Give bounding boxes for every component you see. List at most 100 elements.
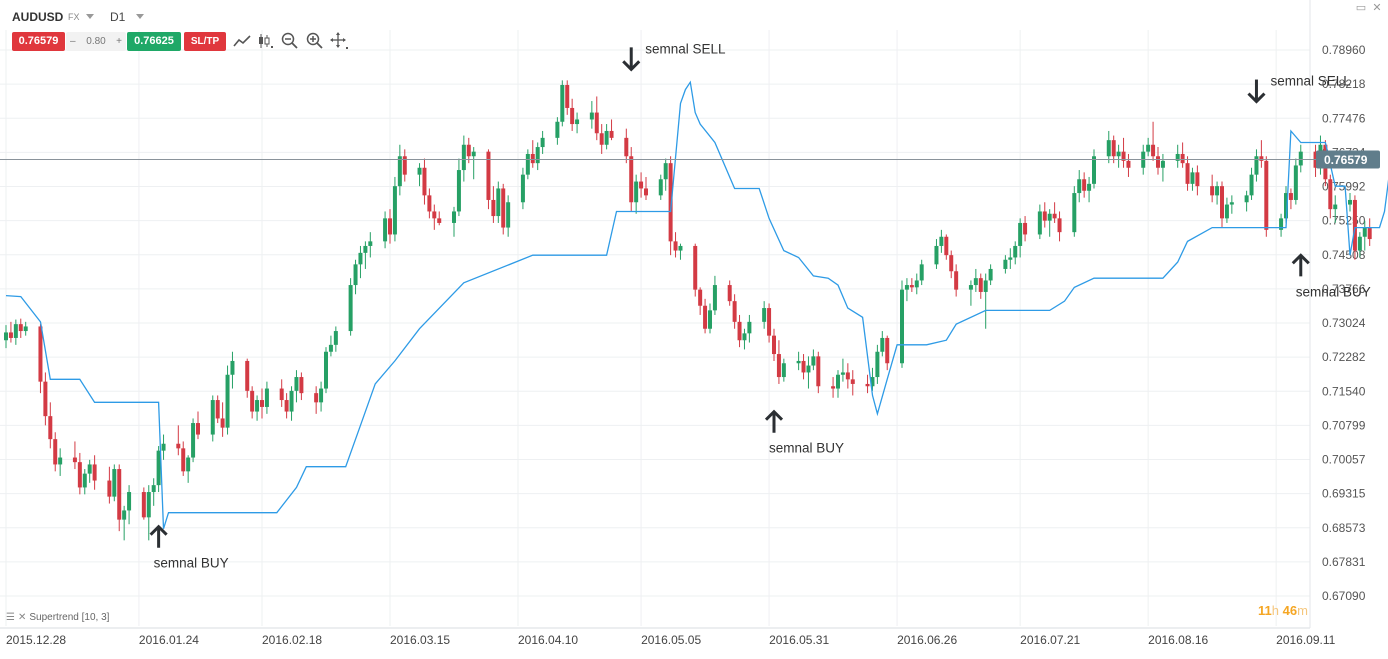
candle-bearish [1210, 174, 1215, 203]
timer-hours: 11 [1258, 603, 1272, 618]
candle-body [1160, 160, 1165, 168]
candle-body [1367, 227, 1372, 240]
candle-bearish [772, 328, 776, 361]
candle-bullish [1116, 144, 1121, 168]
indicator-remove-icon[interactable]: ✕ [17, 612, 27, 623]
candle-body [609, 130, 614, 138]
candle-body [146, 492, 151, 518]
candle-bearish [845, 363, 850, 389]
current-price-label-bg [1316, 150, 1380, 169]
candle-body [13, 324, 18, 338]
candle-bullish [1047, 209, 1052, 237]
crosshair-icon[interactable] [329, 31, 349, 51]
candle-body [427, 195, 432, 212]
candle-body [18, 324, 23, 332]
candle-body [127, 492, 132, 511]
candle-bullish [230, 351, 235, 389]
candle-body [914, 280, 919, 288]
candle-body [1284, 193, 1288, 219]
y-tick-label: 0.69315 [1322, 487, 1366, 501]
candle-bearish [909, 278, 914, 292]
sell-price-button[interactable]: 0.76579 [12, 32, 65, 51]
candle-body [1220, 186, 1224, 219]
candle-body [909, 285, 914, 288]
candle-body [988, 268, 993, 281]
candle-body [639, 181, 644, 189]
lot-increase-button[interactable]: + [116, 36, 122, 47]
candle-bullish [82, 469, 87, 495]
x-tick-label: 2015.12.28 [6, 633, 66, 647]
candle-body [1042, 211, 1047, 221]
candle-bullish [186, 455, 191, 483]
candle-body [1254, 156, 1259, 175]
candle-bullish [151, 478, 156, 506]
candle-body [673, 241, 678, 251]
candle-body [939, 236, 944, 246]
candle-bearish [1151, 121, 1156, 161]
candle-bullish [870, 367, 875, 391]
x-tick-label: 2016.08.16 [1148, 633, 1208, 647]
candle-bullish [836, 370, 840, 398]
candle-body [491, 199, 496, 217]
line-chart-icon[interactable] [232, 31, 252, 51]
candle-body [530, 153, 535, 164]
candle-body [1175, 153, 1180, 161]
candle-bearish [181, 441, 186, 476]
candle-bullish [875, 344, 880, 384]
candle-bearish [850, 370, 855, 396]
buy-signal: semnal BUY [764, 409, 844, 456]
candle-body [82, 473, 87, 488]
symbol-chevron-down-icon[interactable] [86, 14, 94, 19]
candle-bearish [437, 211, 442, 226]
x-tick-label: 2016.05.05 [641, 633, 701, 647]
candle-bearish [1328, 174, 1333, 219]
candle-bearish [732, 294, 737, 329]
candle-body [1087, 183, 1092, 191]
candle-bearish [624, 128, 629, 164]
candle-body [1215, 186, 1220, 196]
candle-body [540, 137, 545, 148]
candle-body [762, 308, 767, 322]
candle-bullish [678, 243, 683, 260]
candle-body [1352, 199, 1357, 251]
candle-bearish [1259, 140, 1264, 168]
arrow-up-head [149, 524, 168, 536]
candles-icon[interactable] [256, 31, 276, 51]
close-icon[interactable]: ✕ [1372, 2, 1382, 14]
candle-body [225, 374, 230, 428]
signal-label: semnal BUY [769, 441, 844, 456]
candle-body [230, 360, 235, 375]
candle-body [767, 308, 772, 336]
candle-bullish [904, 278, 909, 302]
candle-bearish [72, 441, 77, 470]
lot-decrease-button[interactable]: – [70, 36, 76, 47]
zoom-in-icon[interactable] [305, 31, 325, 51]
candle-body [732, 301, 737, 322]
timeframe-selector[interactable]: D1 [110, 10, 126, 24]
sl-tp-button[interactable]: SL/TP [184, 32, 226, 51]
arrow-up-head [764, 409, 784, 421]
candle-body [880, 337, 885, 352]
candle-body [644, 188, 648, 196]
indicator-legend[interactable]: ☰ ✕ Supertrend [10, 3] [6, 612, 109, 623]
candle-body [885, 337, 890, 364]
symbol-name[interactable]: AUDUSD [12, 10, 64, 24]
minimize-icon[interactable]: ▭ [1355, 2, 1367, 14]
zoom-out-icon[interactable] [280, 31, 300, 51]
timeframe-chevron-down-icon[interactable] [136, 14, 144, 19]
candle-bullish [1293, 158, 1298, 205]
candle-bearish [43, 372, 48, 426]
candle-bullish [712, 275, 717, 315]
spread-value: 0.80 [86, 36, 106, 47]
candle-body [1047, 213, 1052, 221]
buy-price-button[interactable]: 0.76625 [127, 32, 181, 51]
candle-bearish [530, 140, 535, 168]
indicator-settings-icon[interactable]: ☰ [6, 612, 15, 623]
x-tick-label: 2016.05.31 [769, 633, 829, 647]
candle-body [525, 153, 530, 175]
candle-body [422, 167, 427, 196]
candle-body [122, 510, 127, 520]
candle-body [973, 278, 978, 286]
